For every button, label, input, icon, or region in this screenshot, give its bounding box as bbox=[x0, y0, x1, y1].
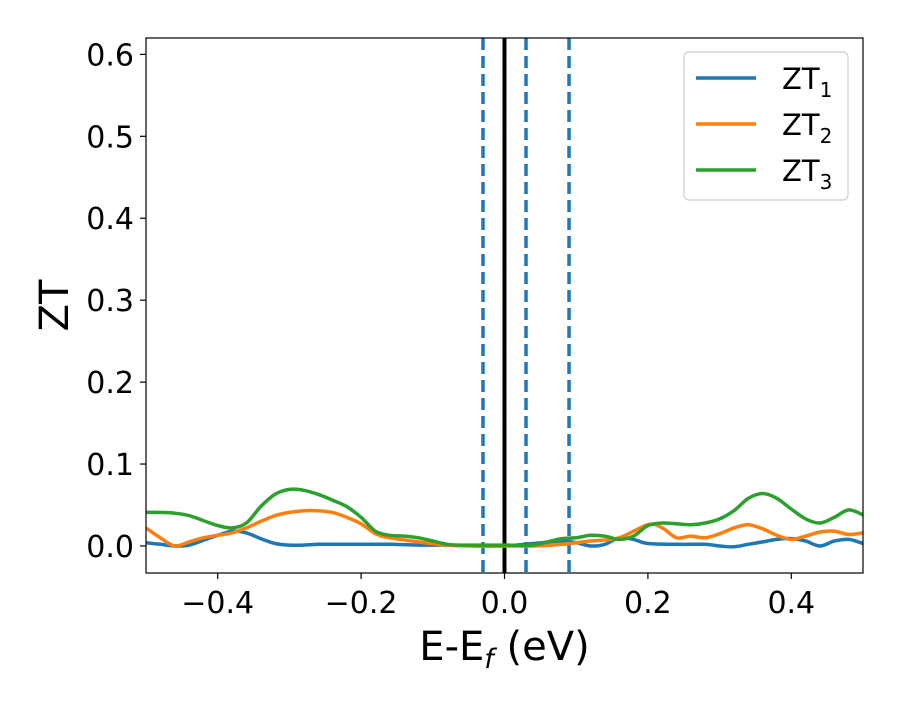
legend-label: ZT3 bbox=[782, 154, 832, 194]
y-tick-label: 0.0 bbox=[86, 530, 134, 565]
y-tick-label: 0.2 bbox=[86, 366, 134, 401]
x-axis-label: E-Ef (eV) bbox=[419, 624, 589, 675]
y-tick-label: 0.5 bbox=[86, 120, 134, 155]
vertical-lines bbox=[481, 38, 571, 573]
y-tick-label: 0.4 bbox=[86, 202, 134, 237]
y-tick-label: 0.1 bbox=[86, 448, 134, 483]
x-tick-label: −0.4 bbox=[181, 586, 254, 621]
y-axis-label: ZT bbox=[32, 279, 78, 331]
y-tick-label: 0.3 bbox=[86, 284, 134, 319]
x-tick-label: 0.0 bbox=[481, 586, 529, 621]
legend: ZT1 ZT2 ZT3 bbox=[683, 51, 849, 201]
legend-label: ZT1 bbox=[782, 62, 832, 102]
y-axis-ticks: 0.0 0.1 0.2 0.3 0.4 0.5 0.6 bbox=[86, 38, 146, 565]
y-tick-label: 0.6 bbox=[86, 38, 134, 73]
series-lines bbox=[146, 487, 863, 549]
x-tick-label: −0.2 bbox=[325, 586, 398, 621]
series-line-zt3 bbox=[146, 487, 863, 548]
x-tick-label: 0.4 bbox=[767, 586, 815, 621]
legend-label: ZT2 bbox=[782, 108, 832, 148]
x-axis-ticks: −0.4 −0.2 0.0 0.2 0.4 bbox=[181, 573, 815, 621]
x-tick-label: 0.2 bbox=[624, 586, 672, 621]
legend-box bbox=[683, 51, 849, 201]
